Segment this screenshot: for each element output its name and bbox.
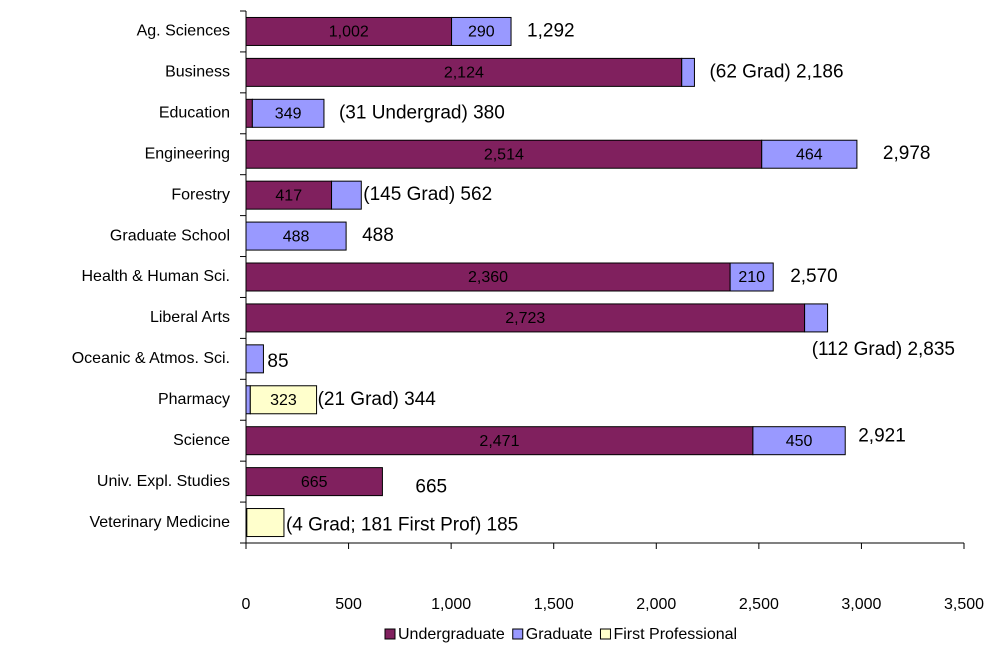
bar-segment [245, 467, 383, 497]
legend-label: Graduate [526, 626, 593, 643]
bar-segment [804, 303, 829, 333]
data-label: 2,723 [505, 310, 545, 327]
total-annotation: 2,570 [790, 266, 838, 287]
data-label: 2,360 [468, 269, 508, 286]
data-label: 2,514 [484, 146, 524, 163]
x-tick-label: 0 [242, 596, 251, 613]
data-label: 349 [275, 106, 302, 123]
total-annotation: (4 Grad; 181 First Prof) 185 [286, 515, 518, 536]
data-label: 290 [468, 24, 495, 41]
data-label: 2,124 [444, 65, 484, 82]
total-annotation: 2,921 [858, 426, 906, 447]
bar-segment [245, 98, 253, 128]
data-label: 210 [738, 269, 765, 286]
data-label: 323 [270, 392, 297, 409]
bar-segment [245, 426, 754, 456]
legend-swatch [384, 628, 396, 640]
bar-segment [249, 385, 318, 415]
y-tick-label: Oceanic & Atmos. Sci. [72, 350, 230, 367]
data-label: 488 [283, 228, 310, 245]
total-annotation: 85 [267, 351, 288, 372]
x-tick-label: 500 [335, 596, 362, 613]
bar-segment [245, 344, 264, 374]
total-annotation: 665 [415, 477, 447, 498]
total-annotation: 488 [362, 225, 394, 246]
x-tick-label: 1,500 [534, 596, 574, 613]
y-tick-label: Education [159, 105, 230, 122]
legend-label: Undergraduate [398, 626, 505, 643]
x-tick-label: 2,000 [636, 596, 676, 613]
y-tick-label: Univ. Expl. Studies [97, 473, 230, 490]
y-tick-label: Science [173, 432, 230, 449]
legend-swatch [512, 628, 524, 640]
total-annotation: (112 Grad) 2,835 [812, 339, 955, 360]
data-label: 2,471 [479, 433, 519, 450]
total-annotation: 2,978 [883, 143, 931, 164]
data-label: 1,002 [329, 24, 369, 41]
bar-segment [752, 426, 846, 456]
y-tick-label: Ag. Sciences [137, 23, 230, 40]
x-tick-label: 3,000 [841, 596, 881, 613]
y-tick-label: Pharmacy [158, 391, 230, 408]
y-tick-label: Veterinary Medicine [89, 514, 230, 531]
y-tick-label: Engineering [145, 145, 230, 162]
bar-segment [729, 262, 774, 292]
y-tick-label: Liberal Arts [150, 309, 230, 326]
bar-segment [245, 385, 251, 415]
bar-segment [245, 139, 763, 169]
legend-swatch [599, 628, 611, 640]
y-tick-label: Forestry [171, 186, 230, 203]
data-label: 665 [301, 474, 328, 491]
bar-segment [681, 57, 695, 87]
y-tick-label: Business [165, 64, 230, 81]
bar-segment [451, 16, 512, 46]
x-tick-label: 3,500 [944, 596, 984, 613]
bar-segment [245, 57, 683, 87]
bar-segment [245, 180, 333, 210]
data-label: 450 [786, 433, 813, 450]
x-tick-label: 1,000 [431, 596, 471, 613]
total-annotation: (31 Undergrad) 380 [339, 102, 505, 123]
total-annotation: (21 Grad) 344 [318, 389, 437, 410]
data-label: 417 [275, 187, 302, 204]
bar-segment [246, 508, 285, 538]
y-tick-label: Health & Human Sci. [81, 268, 230, 285]
legend-label: First Professional [613, 626, 737, 643]
x-tick-label: 2,500 [739, 596, 779, 613]
total-annotation: 1,292 [527, 20, 575, 41]
data-label: 464 [796, 146, 823, 163]
bar-segment [761, 139, 858, 169]
y-tick-label: Graduate School [110, 227, 230, 244]
total-annotation: (145 Grad) 562 [363, 184, 492, 205]
bar-segment [245, 16, 453, 46]
bar-segment [251, 98, 325, 128]
total-annotation: (62 Grad) 2,186 [709, 61, 843, 82]
bar-segment [331, 180, 362, 210]
